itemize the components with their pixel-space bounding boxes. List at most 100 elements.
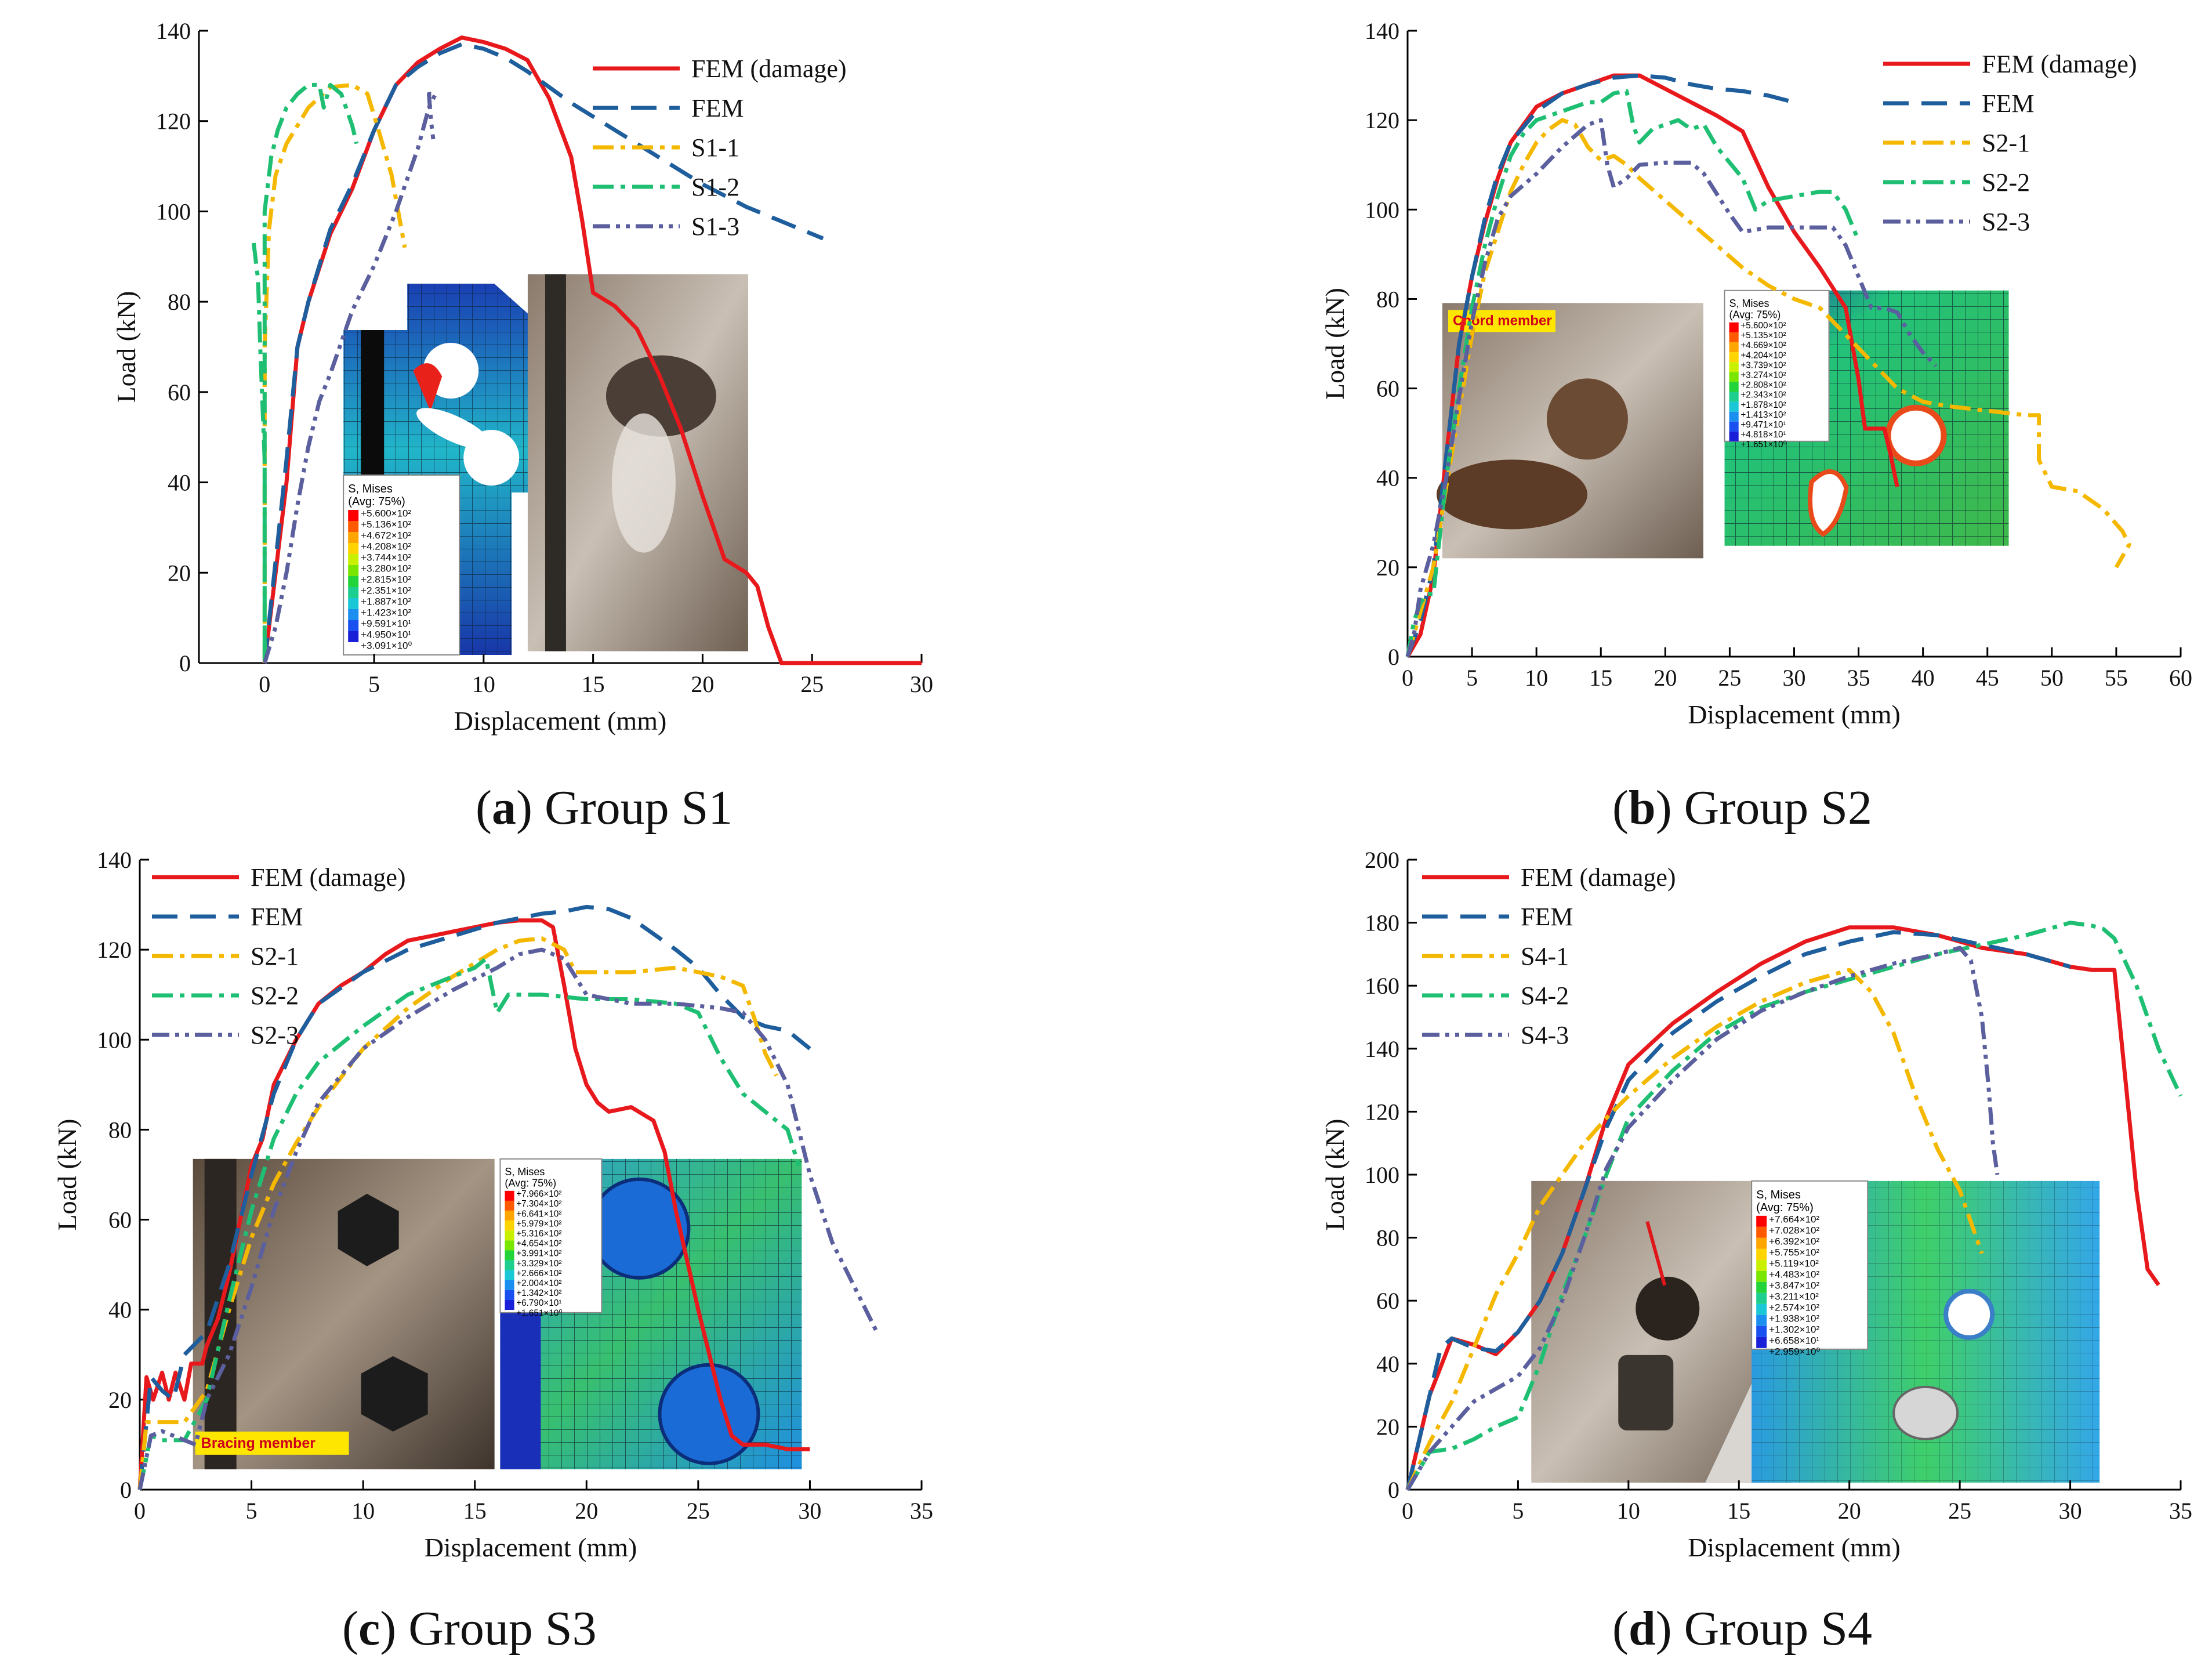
contour-value: +1.887×10² [361,596,411,607]
x-tick-label: 20 [575,1498,598,1524]
contour-swatch [1729,362,1739,372]
legend-label: S1-1 [691,133,739,162]
series-line-1 [137,918,810,1490]
contour-value: +5.119×10² [1769,1258,1819,1269]
series-line-5 [262,92,438,664]
y-tick-label: 120 [156,108,191,135]
x-tick-label: 10 [1617,1498,1640,1524]
contour-value: +4.950×10¹ [361,629,411,640]
x-tick-label: 30 [798,1498,821,1524]
x-tick-label: 15 [1589,665,1612,691]
contour-swatch [348,598,359,609]
photo-label: Bracing member [195,1431,349,1455]
series-line-4 [1405,89,1861,657]
contour-legend-subtitle: (Avg: 75%) [1729,309,1781,321]
photo-hole [1546,378,1628,460]
legend-label: FEM [1521,903,1573,931]
x-tick-label: 30 [2059,1498,2082,1524]
contour-value: +3.739×10² [1740,360,1786,370]
contour-value: +5.135×10² [1740,331,1786,341]
photo-nut-1 [338,1193,399,1266]
legend-label: S1-2 [691,173,739,201]
legend-label: S2-1 [251,942,299,970]
y-tick-label: 160 [1365,973,1399,999]
fem-inset: S, Mises(Avg: 75%)+7.664×10²+7.028×10²+6… [1751,1180,2100,1483]
contour-swatch [505,1220,514,1231]
x-tick-label: 20 [1653,665,1677,691]
fem-inset: S, Mises(Avg: 75%)+5.600×10²+5.135×10²+4… [1724,289,2009,546]
contour-value: +2.004×10² [516,1279,561,1288]
contour-swatch [348,543,359,554]
y-tick-label: 60 [108,1207,132,1233]
series-line-4 [1405,921,2183,1491]
contour-swatch [505,1290,514,1300]
x-tick-label: 0 [259,671,270,697]
contour-value: +7.966×10² [516,1189,561,1199]
contour-value: +1.342×10² [516,1288,561,1298]
y-tick-label: 40 [108,1297,132,1323]
contour-legend-subtitle: (Avg: 75%) [1756,1201,1814,1214]
y-tick-label: 140 [97,847,132,873]
contour-value: +2.351×10² [361,585,411,596]
x-tick-label: 15 [582,671,605,697]
x-axis-label: Displacement (mm) [1688,1533,1901,1562]
fem-inset: S, Mises(Avg: 75%)+5.600×10²+5.136×10²+4… [343,284,547,655]
contour-swatch [505,1190,514,1201]
series-line-5 [1405,946,2000,1491]
contour-swatch [1729,332,1739,342]
contour-swatch [348,554,359,565]
contour-swatch [1729,431,1739,441]
contour-swatch [1729,352,1739,363]
bolt-head-2 [658,1363,760,1465]
x-tick-label: 5 [1512,1498,1524,1524]
y-tick-label: 60 [168,379,191,405]
y-tick-label: 40 [168,470,191,496]
chart-panel-a: S, Mises(Avg: 75%)+5.600×10²+5.136×10²+4… [111,18,933,835]
x-tick-label: 25 [800,671,824,697]
fem-dark-edge [500,1303,541,1469]
legend: FEM (damage) FEM S2-1 S2-2 S2-3 [1883,50,2137,236]
contour-value: +9.471×10¹ [1740,420,1786,430]
photo-label-bg [195,1431,349,1455]
contour-value: +3.329×10² [516,1259,561,1269]
contour-swatch [1756,1281,1767,1293]
contour-legend-box [1751,1180,1869,1350]
y-axis-label: Load (kN) [1320,1119,1350,1231]
contour-swatch [1756,1292,1767,1304]
x-tick-label: 35 [1847,665,1870,691]
contour-swatch [348,565,359,576]
contour-value: +5.600×10² [361,508,411,519]
fem-inset: S, Mises(Avg: 75%)+7.966×10²+7.304×10²+6… [499,1158,802,1469]
panel-caption: (a) Group S1 [476,781,733,835]
contour-swatch [505,1240,514,1251]
contour-legend-box [499,1158,603,1313]
contour-swatch [348,587,359,598]
legend-label: S4-1 [1521,942,1569,970]
legend-label: FEM [251,903,303,931]
series-line-5 [1405,118,1938,657]
panel-caption: (d) Group S4 [1612,1602,1872,1656]
y-tick-label: 40 [1376,465,1399,491]
contour-legend-title: S, Mises [1756,1189,1801,1201]
contour-value: +5.316×10² [516,1229,561,1239]
y-tick-label: 100 [1365,1162,1399,1188]
contour-swatch [1756,1325,1767,1337]
x-axis-label: Displacement (mm) [425,1533,637,1562]
chart-panel-b: Chord member S, Mises(Avg: 75%)+5.600×10²… [1320,18,2192,835]
contour-swatch [348,576,359,587]
photo-label-text: Bracing member [201,1435,316,1451]
x-tick-label: 15 [463,1498,487,1524]
contour-legend-box [343,475,460,655]
legend-label: FEM [691,94,744,122]
photo-label-text: Chord member [1453,313,1552,328]
contour-value: +5.136×10² [361,519,411,530]
contour-value: +4.669×10² [1740,341,1786,350]
contour-swatch [505,1230,514,1241]
contour-legend-title: S, Mises [505,1166,545,1178]
legend-label: S2-3 [1982,208,2030,236]
x-tick-label: 15 [1727,1498,1750,1524]
legend-label: FEM (damage) [251,863,406,892]
chart-panel-c: Bracing member S, Mises(Avg: 75%)+7.966×1… [52,847,933,1656]
contour-value: +4.208×10² [361,541,411,552]
contour-value: +7.664×10² [1769,1214,1819,1225]
